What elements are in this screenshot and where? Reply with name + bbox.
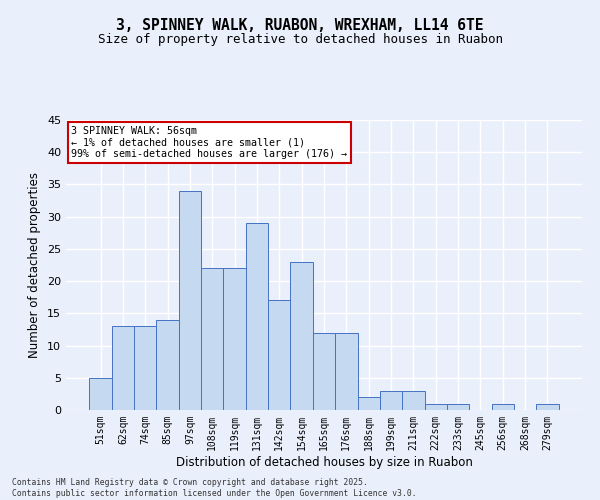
Bar (402, 390, 425, 410)
Bar (223, 268, 246, 410)
Bar (425, 404, 447, 410)
Bar (89, 378, 112, 410)
X-axis label: Distribution of detached houses by size in Ruabon: Distribution of detached houses by size … (176, 456, 472, 468)
Bar (536, 404, 559, 410)
Bar (268, 300, 290, 410)
Bar (335, 332, 358, 410)
Bar (246, 223, 268, 410)
Bar (112, 326, 134, 410)
Bar (201, 268, 223, 410)
Bar (313, 332, 335, 410)
Text: Contains HM Land Registry data © Crown copyright and database right 2025.
Contai: Contains HM Land Registry data © Crown c… (12, 478, 416, 498)
Y-axis label: Number of detached properties: Number of detached properties (28, 172, 41, 358)
Bar (491, 404, 514, 410)
Bar (290, 262, 313, 410)
Bar (157, 320, 179, 410)
Bar (447, 404, 469, 410)
Text: 3, SPINNEY WALK, RUABON, WREXHAM, LL14 6TE: 3, SPINNEY WALK, RUABON, WREXHAM, LL14 6… (116, 18, 484, 32)
Text: 3 SPINNEY WALK: 56sqm
← 1% of detached houses are smaller (1)
99% of semi-detach: 3 SPINNEY WALK: 56sqm ← 1% of detached h… (71, 126, 347, 159)
Bar (358, 397, 380, 410)
Text: Size of property relative to detached houses in Ruabon: Size of property relative to detached ho… (97, 32, 503, 46)
Bar (134, 326, 157, 410)
Bar (380, 390, 402, 410)
Bar (179, 191, 201, 410)
